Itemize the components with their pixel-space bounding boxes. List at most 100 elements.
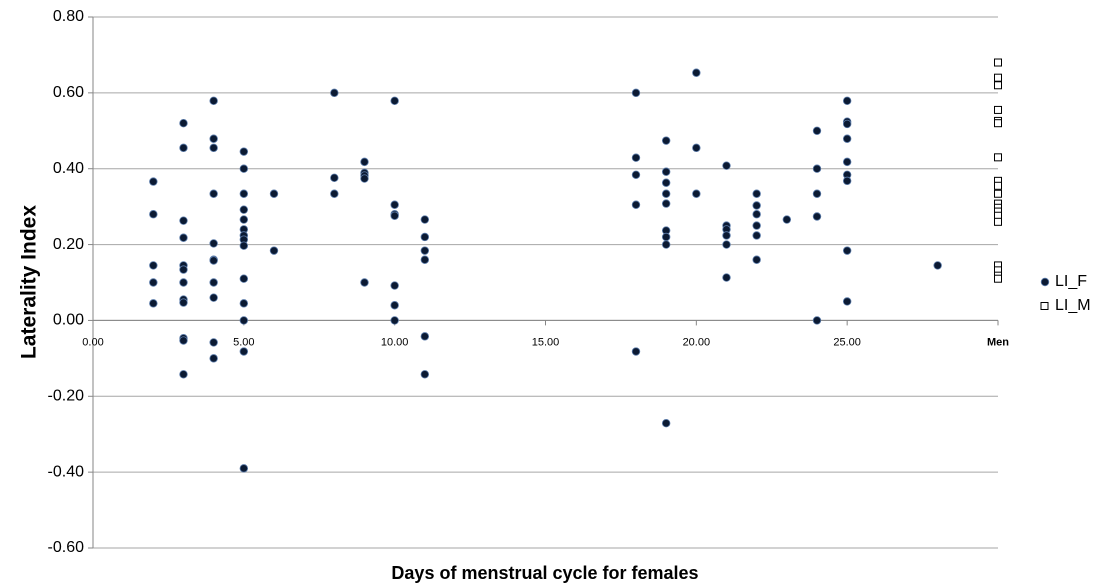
- point: [239, 464, 249, 473]
- point: [330, 189, 339, 198]
- point: [330, 173, 339, 183]
- legend-label: LI_F: [1055, 273, 1087, 290]
- point: [149, 299, 158, 308]
- point: [209, 239, 218, 248]
- point: [842, 176, 852, 186]
- point: [420, 255, 430, 264]
- point: [209, 293, 218, 302]
- point: [994, 153, 1002, 162]
- point: [661, 136, 671, 145]
- point: [209, 278, 218, 287]
- point: [752, 255, 761, 264]
- point: [631, 200, 641, 209]
- point: [722, 231, 731, 240]
- point: [239, 274, 249, 283]
- point: [239, 215, 249, 224]
- x-tick-label: 15.00: [532, 336, 560, 348]
- point: [752, 201, 761, 210]
- x-axis-title: Days of menstrual cycle for females: [391, 563, 698, 583]
- legend-label: LI_M: [1055, 297, 1091, 314]
- point: [994, 58, 1002, 67]
- point: [661, 189, 671, 198]
- x-tick-label: 20.00: [683, 336, 711, 348]
- point: [390, 301, 399, 310]
- point: [994, 274, 1002, 283]
- point: [812, 189, 822, 198]
- point: [812, 316, 822, 325]
- y-tick-label: -0.40: [48, 463, 85, 480]
- point: [239, 347, 249, 356]
- point: [722, 240, 731, 249]
- point: [149, 177, 158, 186]
- point: [209, 96, 218, 106]
- point: [692, 68, 701, 77]
- point: [390, 281, 399, 290]
- point: [812, 164, 822, 173]
- y-tick-label: 0.00: [53, 312, 84, 329]
- point: [209, 354, 218, 363]
- point: [842, 246, 852, 255]
- point: [752, 189, 761, 198]
- point: [692, 143, 701, 153]
- point: [390, 211, 399, 220]
- point: [179, 143, 188, 153]
- point: [420, 370, 430, 379]
- point: [752, 210, 761, 219]
- x-tick-label: Men: [987, 336, 1009, 348]
- point: [661, 232, 671, 242]
- x-tick-label: 5.00: [233, 336, 254, 348]
- y-tick-label: 0.80: [53, 8, 84, 25]
- point: [752, 221, 761, 230]
- point: [842, 297, 852, 306]
- point: [812, 212, 822, 221]
- y-tick-label: -0.20: [48, 388, 85, 405]
- point: [149, 278, 158, 287]
- point: [179, 298, 188, 307]
- point: [360, 174, 369, 183]
- x-tick-label: 10.00: [381, 336, 409, 348]
- point: [994, 217, 1002, 226]
- point: [239, 189, 249, 198]
- point: [179, 265, 188, 274]
- point: [782, 215, 792, 224]
- point: [994, 81, 1002, 90]
- point: [179, 233, 188, 242]
- point: [812, 126, 822, 135]
- point: [360, 157, 369, 167]
- point: [994, 189, 1002, 198]
- point: [420, 332, 430, 341]
- point: [209, 189, 218, 198]
- point: [842, 157, 852, 167]
- point: [269, 189, 279, 198]
- point: [239, 205, 249, 214]
- point: [149, 210, 158, 219]
- legend-marker: [1040, 302, 1049, 310]
- point: [631, 153, 641, 162]
- point: [994, 105, 1002, 114]
- point: [209, 134, 218, 143]
- y-axis-title: Laterality Index: [18, 205, 41, 359]
- point: [330, 88, 339, 98]
- point: [209, 143, 218, 153]
- point: [149, 261, 158, 270]
- point: [661, 419, 671, 428]
- y-tick-label: -0.60: [48, 539, 85, 556]
- point: [179, 118, 188, 128]
- point: [239, 147, 249, 156]
- point: [420, 246, 430, 255]
- point: [209, 256, 218, 265]
- point: [179, 370, 188, 379]
- point: [994, 119, 1002, 128]
- point: [692, 189, 701, 198]
- point: [631, 88, 641, 98]
- point: [239, 316, 249, 325]
- point: [420, 232, 430, 242]
- point: [842, 96, 852, 106]
- point: [842, 134, 852, 143]
- y-tick-label: 0.60: [53, 84, 84, 101]
- point: [269, 246, 279, 255]
- point: [239, 241, 249, 250]
- point: [752, 231, 761, 240]
- point: [933, 261, 942, 270]
- legend-marker: [1040, 277, 1050, 287]
